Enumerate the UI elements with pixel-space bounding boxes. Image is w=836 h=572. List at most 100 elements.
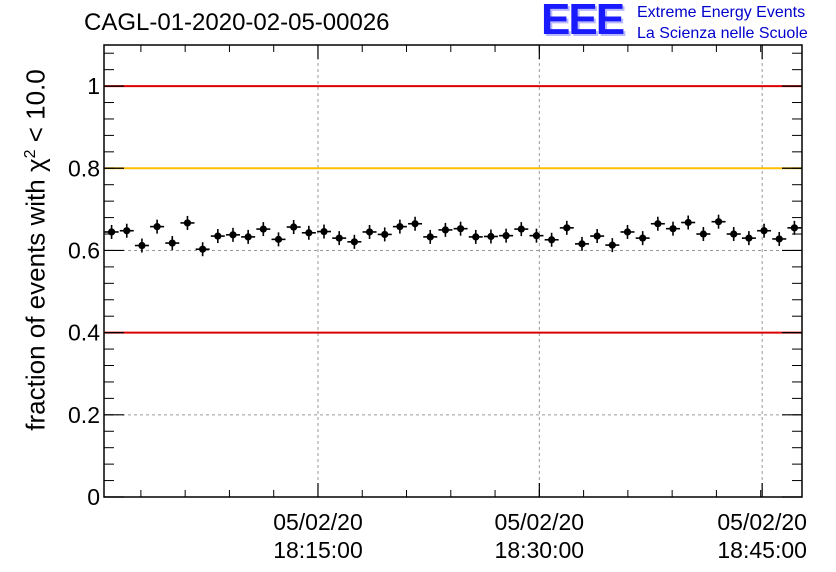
y-axis-label-sup: 2 xyxy=(21,149,39,159)
data-point xyxy=(590,229,605,244)
data-point xyxy=(362,224,377,239)
point-marker xyxy=(290,223,298,231)
data-point xyxy=(104,224,119,239)
data-point xyxy=(377,227,392,242)
data-point xyxy=(241,229,256,244)
data-point xyxy=(605,238,620,253)
chart-title: CAGL-01-2020-02-05-00026 xyxy=(84,9,390,36)
y-axis-label-tail: < 10.0 xyxy=(20,69,51,150)
data-point xyxy=(635,231,650,246)
data-point xyxy=(180,215,195,230)
plot-frame xyxy=(103,44,803,498)
data-point xyxy=(650,216,665,231)
data-point xyxy=(574,236,589,251)
y-tick-label: 1 xyxy=(87,73,100,99)
point-marker xyxy=(441,226,450,234)
point-marker xyxy=(593,232,601,240)
data-point xyxy=(620,224,635,239)
point-marker xyxy=(123,227,131,235)
point-marker xyxy=(153,223,161,231)
point-marker xyxy=(532,232,541,240)
y-tick-label: 0 xyxy=(87,484,100,510)
y-tick-label: 0.4 xyxy=(68,320,100,346)
point-marker xyxy=(775,235,783,243)
data-point xyxy=(696,227,711,242)
data-point xyxy=(317,224,332,239)
point-marker xyxy=(335,234,343,242)
y-tick-label: 0.8 xyxy=(68,155,100,181)
point-marker xyxy=(745,234,753,242)
data-point xyxy=(301,225,316,240)
data-point xyxy=(165,236,180,251)
data-point xyxy=(210,229,225,244)
data-point xyxy=(741,231,756,246)
point-marker xyxy=(199,245,207,253)
tick-labels: 00.20.40.60.8105/02/2018:15:0005/02/2018… xyxy=(68,73,807,563)
point-marker xyxy=(790,224,799,232)
point-marker xyxy=(305,229,313,237)
data-point xyxy=(286,220,301,235)
data-point xyxy=(726,227,741,242)
data-point xyxy=(757,223,772,238)
point-marker xyxy=(259,225,267,233)
data-point xyxy=(681,215,696,230)
point-marker xyxy=(684,218,692,227)
data-point xyxy=(483,229,498,244)
x-tick-date: 05/02/20 xyxy=(273,509,363,535)
y-tick-label: 0.2 xyxy=(68,402,100,428)
x-tick-time: 18:15:00 xyxy=(273,537,363,563)
data-point xyxy=(499,228,514,243)
point-marker xyxy=(320,227,328,236)
point-marker xyxy=(214,232,222,240)
point-marker xyxy=(183,219,192,227)
point-marker xyxy=(456,225,465,233)
data-point xyxy=(150,219,165,234)
data-point xyxy=(711,214,726,229)
point-marker xyxy=(381,230,389,239)
axis-ticks xyxy=(104,45,802,498)
logo-line-2: La Scienza nelle Scuole xyxy=(637,25,808,42)
logo-line-1: Extreme Energy Events xyxy=(637,4,806,21)
data-point xyxy=(529,228,544,243)
data-point xyxy=(408,216,423,231)
point-marker xyxy=(578,240,586,248)
point-marker xyxy=(350,238,358,246)
data-points xyxy=(104,214,802,257)
data-point xyxy=(347,234,362,249)
x-tick-date: 05/02/20 xyxy=(717,509,807,535)
point-marker xyxy=(563,224,571,232)
data-point xyxy=(392,219,407,234)
point-marker xyxy=(138,241,146,250)
point-marker xyxy=(411,220,419,228)
data-point xyxy=(256,222,271,237)
point-marker xyxy=(168,239,176,247)
data-point xyxy=(514,222,529,237)
reference-lines xyxy=(104,85,802,334)
data-point xyxy=(666,221,681,236)
eee-logo: EEE Extreme Energy Events La Scienza nel… xyxy=(541,0,836,48)
data-point xyxy=(271,232,286,247)
data-point xyxy=(225,227,240,242)
point-marker xyxy=(760,227,768,235)
data-point xyxy=(544,232,559,247)
point-marker xyxy=(714,218,723,226)
point-marker xyxy=(502,232,510,240)
point-marker xyxy=(608,241,616,249)
data-point xyxy=(453,221,468,236)
point-marker xyxy=(517,225,525,233)
point-marker xyxy=(669,225,677,233)
grid-lines xyxy=(104,45,802,498)
point-marker xyxy=(639,234,647,242)
point-marker xyxy=(426,233,434,241)
y-tick-label: 0.6 xyxy=(68,237,100,263)
data-point xyxy=(787,220,802,235)
y-axis-label: fraction of events with χ2 < 10.0 xyxy=(21,69,52,430)
data-point xyxy=(438,222,453,237)
x-tick-time: 18:30:00 xyxy=(495,537,585,563)
point-marker xyxy=(274,235,283,243)
data-point xyxy=(559,220,574,235)
point-marker xyxy=(730,230,738,238)
point-marker xyxy=(244,233,252,241)
x-tick-date: 05/02/20 xyxy=(495,509,585,535)
